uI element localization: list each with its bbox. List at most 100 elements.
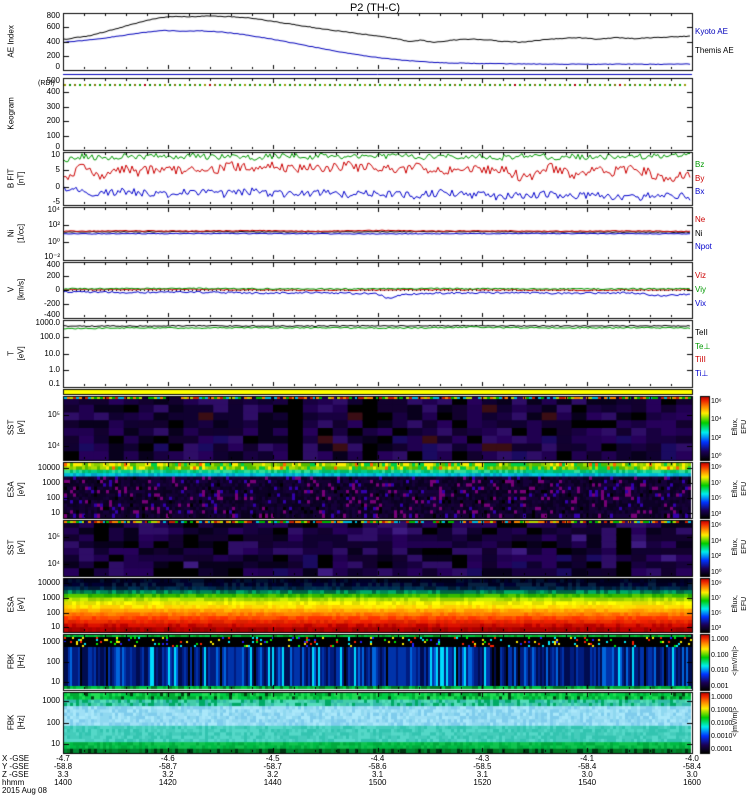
ytick-label: 10⁴ <box>47 205 60 214</box>
ytick-label: 200 <box>46 116 60 126</box>
ytick-label: 100 <box>46 657 60 666</box>
ytick-label: 600 <box>46 22 60 32</box>
colorbar-tick-label: 0.1000 <box>711 707 733 714</box>
ytick-label: 200 <box>46 50 60 60</box>
series-label: Themis AE <box>695 46 734 55</box>
colorbar-tick-label: 10⁵ <box>711 495 722 503</box>
ytick-label: 10.0 <box>44 348 60 358</box>
ytick-label: 0 <box>55 142 60 151</box>
axis-row-value: 1400 <box>54 778 72 787</box>
ytick-label: 10000 <box>37 462 60 472</box>
ytick-label: 10 <box>51 622 60 632</box>
ytick-label: 10⁰ <box>47 237 60 247</box>
axis-row-value: 3.2 <box>267 770 279 779</box>
ytick-label: 0 <box>55 285 60 294</box>
ytick-label: 800 <box>46 11 60 20</box>
colorbar-tick-label: 10⁹ <box>711 580 722 587</box>
axis-row-value: -58.8 <box>53 762 73 771</box>
series-label: Bx <box>695 186 705 196</box>
colorbar-tick-label: 10⁰ <box>711 453 722 460</box>
colorbar-tick-label: 0.001 <box>711 683 729 690</box>
colorbar-tick-label: 10⁷ <box>711 595 722 602</box>
colorbar-tick-label: 0.100 <box>711 651 729 659</box>
axis-row-value: 3.0 <box>686 770 698 779</box>
colorbar-tick-label: 10² <box>711 434 722 442</box>
series-label: Ni <box>695 228 703 238</box>
ytick-label: 10 <box>51 507 60 517</box>
colorbar-tick-label: 0.010 <box>711 667 729 675</box>
ytick-label: 1000 <box>42 592 60 602</box>
ytick-label: 10⁴ <box>47 440 60 450</box>
ytick-label: 100 <box>46 492 60 502</box>
axis-row-value: 3.0 <box>581 770 593 779</box>
colorbar-tick-label: 10² <box>711 553 722 561</box>
series-label: Te⊥ <box>695 341 711 351</box>
series-label: TiII <box>695 355 706 365</box>
ytick-label: 10⁵ <box>47 410 60 420</box>
axis-row-value: -4.1 <box>580 754 595 763</box>
colorbar-unit-label: <|mV/m|> <box>732 706 740 737</box>
axis-row-value: -4.7 <box>56 754 70 763</box>
axis-row-value: -4.5 <box>265 754 280 763</box>
ytick-label: 500 <box>46 76 60 85</box>
colorbar-tick-label: 1.000 <box>711 636 729 643</box>
plot-title: P2 (TH-C) <box>349 2 401 14</box>
ytick-label: 100 <box>46 607 60 617</box>
colorbar-tick-label: 0.0010 <box>711 733 733 740</box>
ytick-label: 100 <box>46 130 60 140</box>
axis-row-label: hhmm <box>2 778 25 787</box>
ytick-label: 5 <box>55 164 60 174</box>
ytick-label: 10 <box>51 150 60 159</box>
axis-row-label: X -GSE <box>2 754 30 763</box>
colorbar-tick-label: 10⁰ <box>711 569 722 576</box>
axis-row-value: -58.6 <box>368 762 387 771</box>
colorbar-tick-label: 10⁴ <box>711 416 722 424</box>
axis-row-value: -4.6 <box>160 754 175 763</box>
axis-row-value: 1600 <box>683 778 701 787</box>
ytick-label: 0 <box>55 62 60 71</box>
ytick-label: 0 <box>55 182 60 192</box>
axis-row-label: Y -GSE <box>2 762 29 771</box>
axis-row-value: 1520 <box>473 778 492 787</box>
axis-row-value: 3.2 <box>162 770 174 779</box>
ytick-label: 10000 <box>37 578 60 588</box>
ytick-label: 10⁻² <box>44 252 60 261</box>
ytick-label: 200 <box>46 271 60 280</box>
series-label: Viz <box>695 271 706 280</box>
colorbar-tick-label: 1.0000 <box>711 694 733 701</box>
ytick-label: 400 <box>46 87 60 97</box>
series-label: Npot <box>695 241 712 251</box>
colorbar-unit-label: EFU <box>741 596 749 611</box>
ytick-label: 10⁴ <box>47 558 60 568</box>
axis-row-value: -4.3 <box>475 754 490 763</box>
corner-label: (RDI) <box>38 80 55 87</box>
series-label: Vix <box>695 299 706 308</box>
series-label: Kyoto AE <box>695 27 728 36</box>
ytick-label: 10⁵ <box>47 531 60 541</box>
ytick-label: 1000 <box>42 477 60 487</box>
axis-row-value: 3.3 <box>57 770 69 779</box>
colorbar-tick-label: 10⁴ <box>711 537 722 545</box>
series-label: Ti⊥ <box>695 368 709 378</box>
ytick-label: 10² <box>48 219 60 229</box>
ytick-label: 1.0 <box>48 365 60 375</box>
ytick-label: 400 <box>46 36 60 46</box>
axis-row-value: -4.4 <box>370 754 385 763</box>
axis-row-label: Z -GSE <box>2 770 29 779</box>
axis-row-value: -58.7 <box>263 762 282 771</box>
axis-row-value: 1540 <box>578 778 597 787</box>
axis-row-value: -58.4 <box>578 762 597 771</box>
axis-row-value: -4.0 <box>685 754 699 763</box>
ytick-label: 100.0 <box>39 331 60 341</box>
axis-row-value: 1440 <box>263 778 282 787</box>
ytick-label: 1000 <box>42 637 60 647</box>
series-label: Bz <box>695 160 705 170</box>
axis-row-value: 3.1 <box>476 770 488 779</box>
series-label: By <box>695 173 705 183</box>
axis-row-value: 1420 <box>158 778 177 787</box>
axis-row-value: 1500 <box>368 778 387 787</box>
ytick-label: 1000.0 <box>35 318 60 327</box>
colorbar-tick-label: 10⁶ <box>711 398 722 405</box>
axis-row-value: -58.4 <box>682 762 702 771</box>
